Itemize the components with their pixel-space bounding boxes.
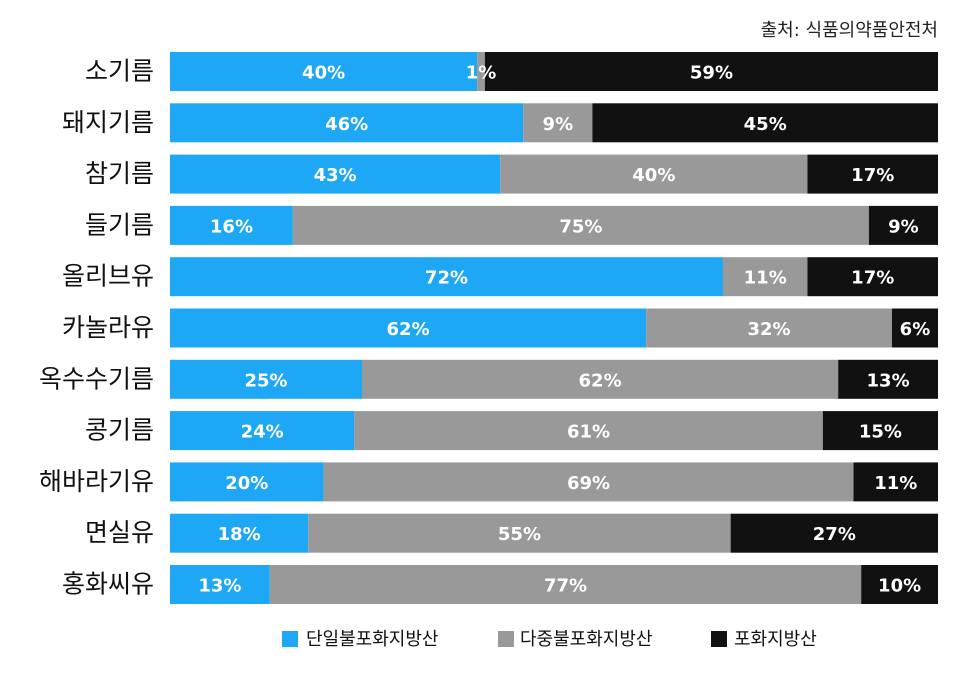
bar-segment xyxy=(170,462,324,502)
data-label: 46% xyxy=(325,114,368,135)
bar-segment xyxy=(807,257,938,297)
source-note: 출처: 식품의약품안전처 xyxy=(761,20,938,41)
category-label: 옥수수기름 xyxy=(39,364,154,393)
data-label: 40% xyxy=(632,165,675,186)
category-label: 콩기름 xyxy=(85,416,154,445)
data-label: 20% xyxy=(225,473,268,494)
bar-segment xyxy=(308,513,731,553)
bar-segment xyxy=(730,513,938,553)
bar-segment xyxy=(323,462,854,502)
bar-segment xyxy=(170,257,723,297)
bar-segment xyxy=(500,154,808,194)
legend-swatch xyxy=(282,631,298,647)
bar-segment xyxy=(646,308,892,348)
bar-segment xyxy=(868,205,938,245)
legend-label: 포화지방산 xyxy=(734,629,817,650)
bar-segment xyxy=(592,103,938,143)
data-label: 43% xyxy=(314,165,357,186)
data-label: 27% xyxy=(813,524,856,545)
bar-segment xyxy=(170,205,293,245)
category-label: 돼지기름 xyxy=(62,108,154,137)
data-label: 11% xyxy=(874,473,917,494)
data-label: 9% xyxy=(543,114,574,135)
bar-segment xyxy=(822,411,938,451)
bar-segment xyxy=(170,103,524,143)
bar-segment xyxy=(853,462,938,502)
data-label: 75% xyxy=(559,216,602,237)
bars xyxy=(170,52,938,604)
bar-segment xyxy=(807,154,938,194)
data-label: 77% xyxy=(544,576,587,597)
bar-segment xyxy=(523,103,593,143)
data-label: 16% xyxy=(210,216,253,237)
legend-swatch xyxy=(711,631,727,647)
data-label: 13% xyxy=(867,370,910,391)
bar-segment xyxy=(477,52,485,91)
category-label: 소기름 xyxy=(85,57,154,86)
legend-label: 다중불포화지방산 xyxy=(520,629,652,650)
legend: 단일불포화지방산 다중불포화지방산 포화지방산 xyxy=(282,629,817,650)
data-label: 15% xyxy=(859,422,902,443)
category-label: 해바라기유 xyxy=(39,467,154,496)
bar-segment xyxy=(484,52,938,91)
data-label: 10% xyxy=(878,576,921,597)
category-labels: 소기름돼지기름참기름들기름올리브유카놀라유옥수수기름콩기름해바라기유면실유홍화씨… xyxy=(39,57,154,599)
bar-segment xyxy=(170,52,478,91)
bar-segment xyxy=(170,308,647,348)
data-label: 72% xyxy=(425,268,468,289)
data-label: 18% xyxy=(218,524,261,545)
category-label: 들기름 xyxy=(85,210,154,239)
legend-label: 단일불포화지방산 xyxy=(306,629,438,650)
bar-segment xyxy=(354,411,823,451)
legend-swatch xyxy=(498,631,514,647)
value-labels: 40% 1% 59% 46% 9% 45% 43% 40% 17% 16% 75% 9% 72% 11% 1… xyxy=(198,63,930,597)
bar-segment xyxy=(170,154,501,194)
data-label: 1% xyxy=(466,63,497,84)
data-label: 62% xyxy=(579,370,622,391)
data-label: 55% xyxy=(498,524,541,545)
data-label: 11% xyxy=(744,268,787,289)
category-label: 참기름 xyxy=(85,159,154,188)
bar-segment xyxy=(891,308,938,348)
bar-segment xyxy=(722,257,808,297)
data-label: 17% xyxy=(851,165,894,186)
data-label: 62% xyxy=(387,319,430,340)
data-label: 40% xyxy=(302,63,345,84)
data-label: 32% xyxy=(747,319,790,340)
data-label: 9% xyxy=(888,216,919,237)
data-label: 59% xyxy=(690,63,733,84)
data-label: 6% xyxy=(900,319,931,340)
bar-segment xyxy=(292,205,869,245)
data-label: 45% xyxy=(744,114,787,135)
bar-segment xyxy=(170,359,362,399)
category-label: 면실유 xyxy=(85,518,154,547)
data-label: 61% xyxy=(567,422,610,443)
data-label: 69% xyxy=(567,473,610,494)
category-label: 올리브유 xyxy=(62,262,154,291)
bar-segment xyxy=(838,359,938,399)
category-label: 홍화씨유 xyxy=(62,570,154,599)
data-label: 17% xyxy=(851,268,894,289)
data-label: 24% xyxy=(241,422,284,443)
data-label: 25% xyxy=(244,370,287,391)
bar-segment xyxy=(170,565,270,604)
bar-segment xyxy=(269,565,862,604)
category-label: 카놀라유 xyxy=(62,313,154,342)
bar-segment xyxy=(170,411,355,451)
data-label: 13% xyxy=(198,576,241,597)
bar-segment xyxy=(861,565,938,604)
bar-segment xyxy=(362,359,839,399)
bar-segment xyxy=(170,513,309,553)
